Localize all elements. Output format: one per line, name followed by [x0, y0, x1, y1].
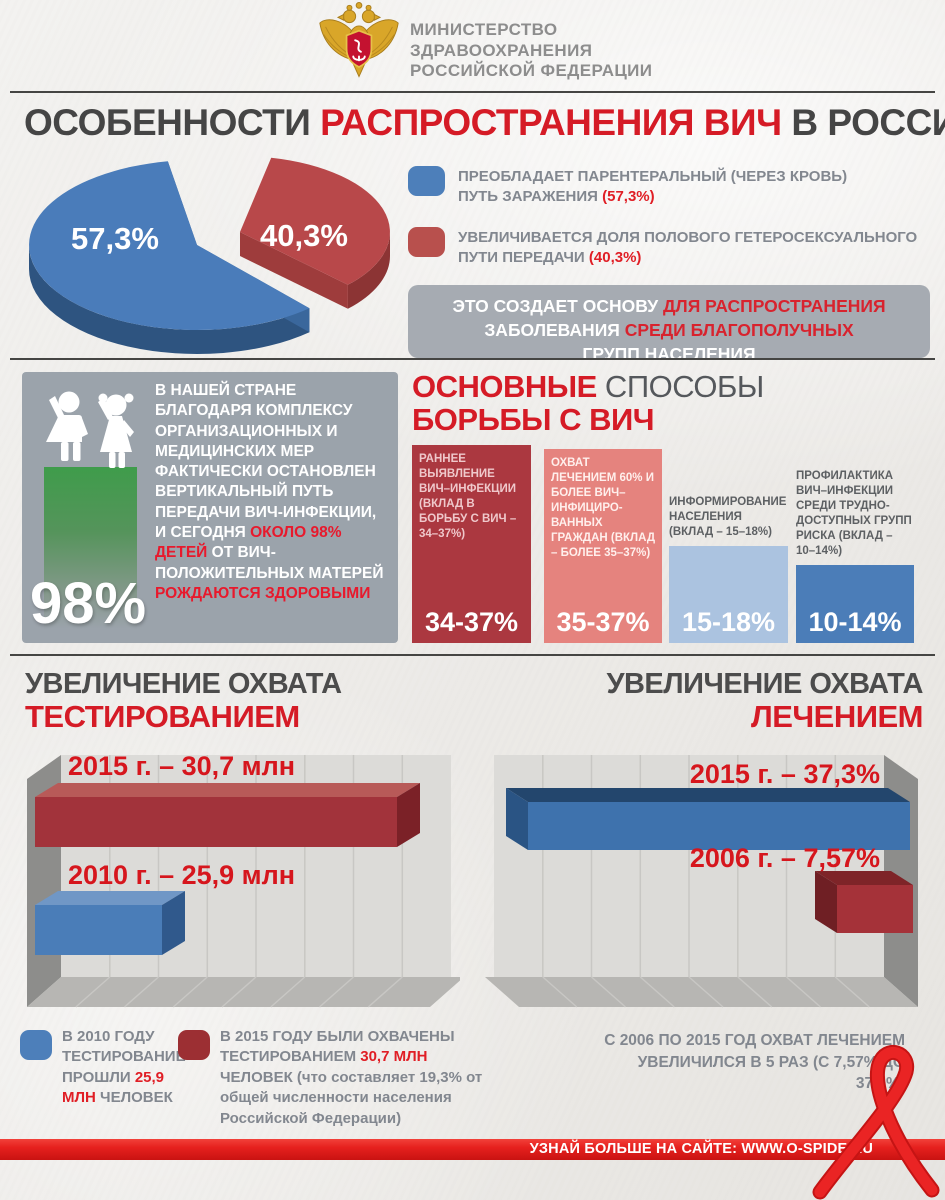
- fight-bar3-value: 15-18%: [681, 607, 776, 637]
- fight-bar-early-detection: РАННЕЕ ВЫЯВЛЕНИЕ ВИЧ–ИНФЕКЦИИ (ВКЛАД В Б…: [412, 445, 531, 643]
- fight-bar-risk-groups-prevention: 10-14%: [796, 565, 914, 643]
- legend1-line2: ПУТЬ ЗАРАЖЕНИЯ: [458, 188, 603, 206]
- fight-title-red1: ОСНОВНЫЕ: [412, 369, 597, 404]
- footer-band: УЗНАЙ БОЛЬШЕ НА САЙТЕ: WWW.O-SPIDE.RU: [0, 1139, 945, 1160]
- title-suffix: В РОССИИ: [791, 102, 945, 143]
- percent-98-label: 98%: [30, 571, 147, 636]
- bleg2-value: 30,7 МЛН: [360, 1048, 428, 1066]
- callout-w2: ЗАБОЛЕВАНИЯ: [484, 320, 625, 341]
- children-health-card: 98% В НАШЕЙ СТРАНЕ БЛАГОДАРЯ КОМПЛЕКСУ О…: [22, 372, 398, 643]
- bleg1-value: 25,9 МЛН: [62, 1068, 165, 1107]
- children-card-text: В НАШЕЙ СТРАНЕ БЛАГОДАРЯ КОМПЛЕКСУ ОРГАН…: [155, 381, 391, 604]
- divider-top: [10, 91, 935, 93]
- title-highlight: РАСПРОСТРАНЕНИЯ ВИЧ: [320, 102, 782, 143]
- fight-bar3-label: ИНФОРМИРОВАНИЕ НАСЕЛЕНИЯ (ВКЛАД – 15–18%…: [669, 496, 787, 539]
- card-text-white1: В НАШЕЙ СТРАНЕ БЛАГОДАРЯ КОМПЛЕКСУ ОРГАН…: [155, 382, 377, 542]
- callout-r2: СРЕДИ БЛАГОПОЛУЧНЫХ: [624, 320, 854, 341]
- legend-swatch-red: [408, 227, 445, 257]
- testing-2015-label: 2015 г. – 30,7 млн: [68, 751, 295, 781]
- hiv-transmission-pie-chart: 57,3% 40,3%: [28, 157, 390, 355]
- legend2-line2: ПУТИ ПЕРЕДАЧИ: [458, 249, 589, 267]
- fight-title-gray: СПОСОБЫ: [596, 369, 764, 404]
- title-prefix: ОСОБЕННОСТИ: [24, 102, 321, 143]
- legend-item-parenteral: ПРЕОБЛАДАЕТ ПАРЕНТЕРАЛЬНЫЙ (ЧЕРЕЗ КРОВЬ)…: [458, 167, 928, 208]
- card-text-red1: ОКОЛО 98% ДЕТЕЙ: [155, 524, 342, 562]
- testing-2010-label: 2010 г. – 25,9 млн: [68, 860, 295, 890]
- legend-swatch-blue: [408, 166, 445, 196]
- treatment-section-title: УВЕЛИЧЕНИЕ ОХВАТА ЛЕЧЕНИЕМ: [606, 668, 923, 735]
- bottom-legend-swatch-red: [178, 1030, 210, 1060]
- treatment-bar-chart: 2015 г. – 37,3% 2006 г. – 7,57%: [485, 755, 918, 1008]
- ministry-line1: МИНИСТЕРСТВО: [410, 20, 558, 39]
- legend2-line1: УВЕЛИЧИВАЕТСЯ ДОЛЯ ПОЛОВОГО ГЕТЕРОСЕКСУА…: [458, 229, 918, 246]
- ministry-name: МИНИСТЕРСТВО ЗДРАВООХРАНЕНИЯ РОССИЙСКОЙ …: [410, 20, 652, 82]
- fight-bar-public-information: 15-18%: [669, 546, 788, 643]
- fight-bar2-value: 35-37%: [556, 607, 650, 637]
- legend2-value: (40,3%): [588, 249, 642, 267]
- bleg2-pre: В 2015 ГОДУ БЫЛИ ОХВАЧЕНЫ ТЕСТИРОВАНИЕМ: [220, 1028, 455, 1066]
- callout-w3: ГРУПП НАСЕЛЕНИЯ: [582, 344, 756, 365]
- fight-bar-treatment-coverage: ОХВАТ ЛЕЧЕНИЕМ 60% И БОЛЕЕ ВИЧ–ИНФИЦИРО­…: [544, 449, 662, 643]
- bleg1-pre: В 2010 ГОДУ ТЕСТИРОВАНИЕ ПРОШЛИ: [62, 1028, 186, 1086]
- pie-red-value: 40,3%: [260, 218, 348, 253]
- page-title: ОСОБЕННОСТИ РАСПРОСТРАНЕНИЯ ВИЧ В РОССИИ: [24, 102, 945, 144]
- fight-bar1-value: 34-37%: [424, 607, 519, 637]
- children-icon: [46, 391, 134, 468]
- card-text-red2: РОЖДАЮТСЯ ЗДОРОВЫМИ: [155, 584, 371, 602]
- callout-r1: ДЛЯ РАСПРОСТРАНЕНИЯ: [662, 296, 886, 316]
- callout-w1: ЭТО СОЗДАЕТ ОСНОВУ: [452, 296, 663, 316]
- divider-middle: [10, 358, 935, 360]
- testing-title-line2: ТЕСТИРОВАНИЕМ: [25, 699, 300, 735]
- pie-blue-value: 57,3%: [71, 221, 159, 256]
- legend1-line1: ПРЕОБЛАДАЕТ ПАРЕНТЕРАЛЬНЫЙ (ЧЕРЕЗ КРОВЬ): [458, 168, 848, 185]
- bottom-legend-testing-2015: В 2015 ГОДУ БЫЛИ ОХВАЧЕНЫ ТЕСТИРОВАНИЕМ …: [220, 1027, 500, 1129]
- treatment-title-line1: УВЕЛИЧЕНИЕ ОХВАТА: [606, 668, 923, 700]
- legend1-value: (57,3%): [602, 188, 655, 206]
- fight-bar4-value: 10-14%: [808, 607, 902, 637]
- treatment-title-line2: ЛЕЧЕНИЕМ: [750, 699, 924, 735]
- card-text-white2: ОТ ВИЧ-ПОЛОЖИТЕЛЬНЫХ МАТЕРЕЙ: [155, 544, 384, 582]
- footer-site-link[interactable]: УЗНАЙ БОЛЬШЕ НА САЙТЕ: WWW.O-SPIDE.RU: [529, 1141, 873, 1157]
- testing-section-title: УВЕЛИЧЕНИЕ ОХВАТА ТЕСТИРОВАНИЕМ: [25, 668, 342, 735]
- bleg1-post: ЧЕЛОВЕК: [95, 1089, 173, 1107]
- fight-section-title: ОСНОВНЫЕ СПОСОБЫ БОРЬБЫ С ВИЧ: [412, 370, 764, 437]
- green-progress-bar: [44, 467, 137, 629]
- testing-title-line1: УВЕЛИЧЕНИЕ ОХВАТА: [25, 668, 342, 700]
- treatment-2015-label: 2015 г. – 37,3%: [690, 759, 880, 789]
- aids-ribbon-icon: [812, 1045, 940, 1200]
- bottom-legend-swatch-blue: [20, 1030, 52, 1060]
- ministry-line2: ЗДРАВООХРАНЕНИЯ: [410, 40, 593, 60]
- fight-bar1-label: РАННЕЕ ВЫЯВЛЕНИЕ ВИЧ–ИНФЕКЦИИ (ВКЛАД В Б…: [419, 453, 517, 540]
- callout-box: ЭТО СОЗДАЕТ ОСНОВУ ДЛЯ РАСПРОСТРАНЕНИЯ З…: [408, 285, 930, 364]
- legend-item-heterosexual: УВЕЛИЧИВАЕТСЯ ДОЛЯ ПОЛОВОГО ГЕТЕРОСЕКСУА…: [458, 228, 928, 269]
- fight-bar4-label: ПРОФИЛАКТИКА ВИЧ–ИНФЕКЦИИ СРЕДИ ТРУДНО­-…: [796, 470, 912, 558]
- bleg2-post: ЧЕЛОВЕК (что составляет 19,3% от общей ч…: [220, 1068, 483, 1127]
- ministry-line3: РОССИЙСКОЙ ФЕДЕРАЦИИ: [410, 61, 653, 81]
- treatment-2006-label: 2006 г. – 7,57%: [690, 843, 880, 873]
- testing-bar-chart: 2015 г. – 30,7 млн 2010 г. – 25,9 млн: [27, 751, 460, 1008]
- fight-title-red2: БОРЬБЫ С ВИЧ: [412, 402, 655, 438]
- divider-bottom: [10, 654, 935, 656]
- bottom-legend-testing-2010: В 2010 ГОДУ ТЕСТИРОВАНИЕ ПРОШЛИ 25,9 МЛН…: [62, 1027, 197, 1109]
- ministry-emblem-icon: [319, 2, 399, 78]
- fight-bar2-label: ОХВАТ ЛЕЧЕНИЕМ 60% И БОЛЕЕ ВИЧ–ИНФИЦИРО­…: [551, 457, 656, 559]
